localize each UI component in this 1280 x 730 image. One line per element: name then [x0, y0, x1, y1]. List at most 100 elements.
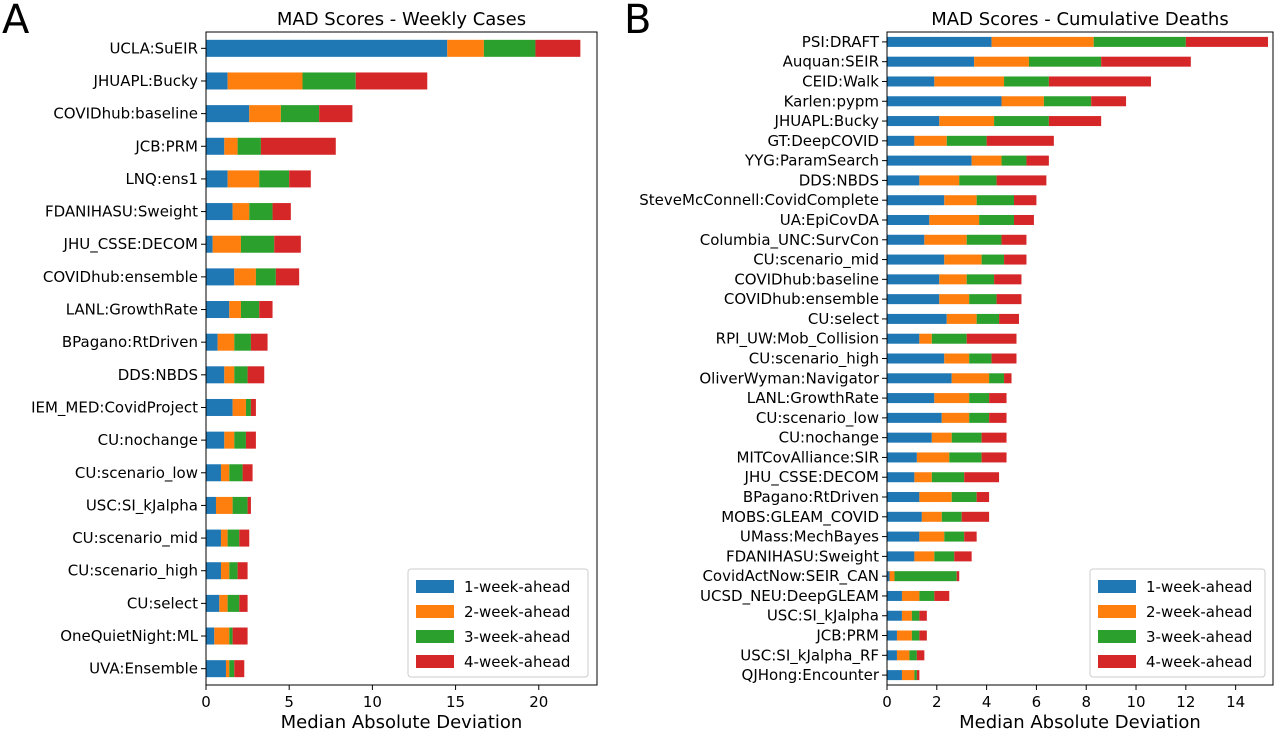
bar-segment	[961, 511, 990, 522]
bar-segment	[887, 452, 917, 463]
bar-segment	[887, 472, 915, 483]
bar-segment	[887, 373, 952, 384]
bar-segment	[255, 268, 276, 286]
bar-segment	[887, 135, 915, 146]
bar-segment	[919, 531, 945, 542]
bar-segment	[991, 353, 1017, 364]
bar-segment	[916, 452, 950, 463]
bar-segment	[1014, 195, 1037, 206]
bar-segment	[901, 590, 920, 601]
bar-segment	[206, 627, 215, 645]
bar-segment	[234, 660, 245, 678]
legend-swatch	[416, 630, 454, 643]
legend-label: 4-week-ahead	[464, 653, 570, 671]
bar-segment	[239, 529, 250, 547]
category-label: FDANIHASU:Sweight	[726, 547, 879, 565]
bar-segment	[237, 562, 248, 580]
bar-segment	[242, 464, 253, 482]
category-label: CU:scenario_high	[749, 350, 879, 369]
bar-segment	[259, 301, 273, 319]
x-tick-label: 8	[1081, 693, 1091, 711]
bar-segment	[939, 274, 967, 285]
bar-segment	[889, 571, 895, 582]
bar-segment	[1048, 116, 1102, 127]
bar-segment	[206, 366, 225, 384]
bar-segment	[996, 294, 1022, 305]
bar-segment	[289, 170, 311, 188]
legend-swatch	[1098, 630, 1136, 643]
bar-segment	[934, 76, 1005, 87]
bar-segment	[989, 412, 1007, 423]
category-label: CU:select	[127, 594, 198, 612]
legend-label: 4-week-ahead	[1146, 653, 1252, 671]
bar-segment	[989, 373, 1005, 384]
bar-segment	[994, 274, 1022, 285]
category-label: USC:SI_kJalpha	[86, 496, 198, 515]
bar-segment	[274, 235, 301, 253]
bar-segment	[969, 393, 990, 404]
bar-segment	[939, 116, 995, 127]
bar-segment	[939, 294, 970, 305]
bar-segment	[887, 511, 922, 522]
bar-segment	[919, 610, 927, 621]
bar-segment	[951, 492, 977, 503]
category-label: UVA:Ensemble	[89, 660, 198, 678]
bar-segment	[994, 116, 1049, 127]
legend-label: 2-week-ahead	[464, 603, 570, 621]
legend-box	[1089, 568, 1266, 678]
bar-segment	[901, 610, 912, 621]
bar-segment	[919, 492, 952, 503]
x-axis-label: Median Absolute Deviation	[281, 712, 523, 730]
bar-segment	[1093, 36, 1186, 47]
bar-segment	[250, 398, 256, 416]
bar-segment	[887, 650, 897, 661]
bar-segment	[941, 511, 962, 522]
category-label: OliverWyman:Navigator	[699, 369, 879, 387]
bar-segment	[229, 660, 235, 678]
category-label: PSI:DRAFT	[802, 33, 880, 51]
bar-segment	[232, 398, 246, 416]
category-label: GT:DeepCOVID	[768, 132, 879, 150]
bar-segment	[275, 268, 300, 286]
bar-segment	[249, 203, 273, 221]
bar-segment	[240, 235, 275, 253]
bar-segment	[234, 366, 248, 384]
bar-segment	[979, 214, 1014, 225]
bar-segment	[259, 170, 290, 188]
bar-segment	[959, 175, 997, 186]
bar-segment	[206, 464, 221, 482]
bar-segment	[206, 235, 213, 253]
x-axis-label: Median Absolute Deviation	[959, 712, 1201, 730]
bar-segment	[919, 630, 927, 641]
bar-segment	[976, 492, 990, 503]
category-label: DDS:NBDS	[799, 171, 879, 189]
bar-segment	[951, 432, 982, 443]
bar-segment	[280, 105, 320, 123]
bar-segment	[1048, 76, 1151, 87]
category-label: CU:select	[808, 310, 879, 328]
bar-segment	[931, 472, 965, 483]
bar-segment	[964, 472, 1000, 483]
bar-segment	[247, 496, 251, 514]
bar-segment	[951, 373, 990, 384]
bar-segment	[887, 254, 945, 265]
category-label: COVIDhub:ensemble	[43, 268, 198, 286]
bar-segment	[911, 610, 920, 621]
bar-segment	[227, 529, 240, 547]
bar-segment	[966, 333, 1017, 344]
bar-segment	[249, 105, 281, 123]
category-label: JHUAPL:Bucky	[93, 72, 199, 90]
bar-segment	[302, 72, 356, 90]
bar-segment	[964, 531, 977, 542]
category-label: LANL:GrowthRate	[66, 301, 198, 319]
bar-segment	[206, 72, 228, 90]
bar-segment	[934, 393, 970, 404]
bar-segment	[215, 496, 233, 514]
bar-segment	[919, 333, 932, 344]
x-tick-label: 10	[363, 693, 382, 711]
legend-label: 3-week-ahead	[1146, 628, 1252, 646]
bar-segment	[887, 36, 992, 47]
category-label: Auquan:SEIR	[783, 53, 879, 71]
bar-segment	[214, 627, 230, 645]
